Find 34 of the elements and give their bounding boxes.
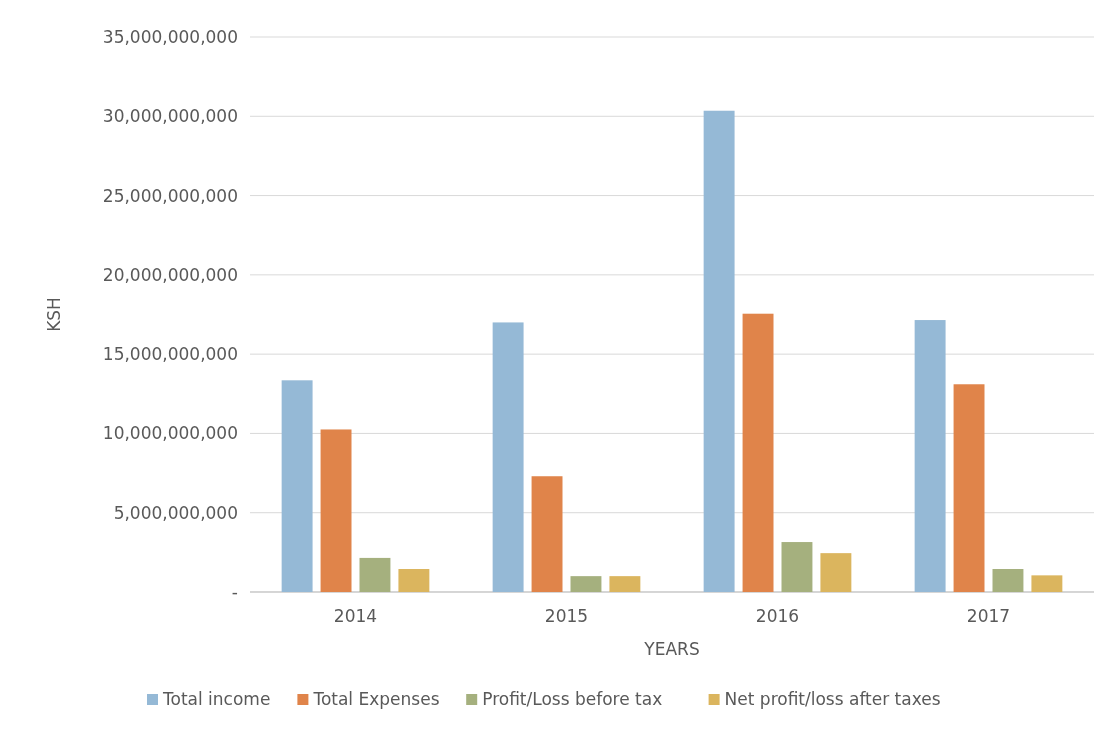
x-axis-title: YEARS bbox=[643, 639, 700, 659]
bar bbox=[398, 569, 430, 592]
x-tick-label: 2014 bbox=[333, 606, 378, 626]
legend-label: Profit/Loss before tax bbox=[482, 689, 663, 709]
bar bbox=[320, 429, 352, 592]
y-tick-label: 20,000,000,000 bbox=[102, 264, 238, 285]
bar bbox=[609, 576, 641, 592]
x-tick-label: 2017 bbox=[966, 606, 1011, 626]
bar bbox=[914, 320, 946, 592]
y-tick-label: 25,000,000,000 bbox=[102, 185, 238, 206]
bar bbox=[742, 313, 774, 592]
x-tick-label: 2015 bbox=[544, 606, 589, 626]
legend-label: Net profit/loss after taxes bbox=[724, 689, 941, 709]
bar bbox=[531, 476, 563, 592]
bar bbox=[359, 557, 391, 592]
y-tick-label: 35,000,000,000 bbox=[102, 26, 238, 47]
bar bbox=[781, 542, 813, 592]
bar bbox=[492, 322, 524, 592]
y-tick-label: 15,000,000,000 bbox=[102, 344, 238, 365]
y-tick-label: - bbox=[231, 581, 238, 602]
bar bbox=[953, 384, 985, 592]
legend-label: Total income bbox=[162, 689, 271, 709]
y-tick-label: 10,000,000,000 bbox=[102, 423, 238, 444]
bar bbox=[281, 380, 313, 592]
legend-label: Total Expenses bbox=[312, 689, 440, 709]
y-axis-title: KSH bbox=[44, 297, 64, 332]
y-tick-label: 5,000,000,000 bbox=[113, 502, 238, 523]
bar bbox=[1031, 575, 1063, 592]
bar bbox=[570, 576, 602, 592]
bar bbox=[703, 110, 735, 592]
bar bbox=[992, 569, 1024, 592]
y-tick-label: 30,000,000,000 bbox=[102, 106, 238, 127]
x-tick-label: 2016 bbox=[755, 606, 800, 626]
bar bbox=[820, 553, 852, 592]
